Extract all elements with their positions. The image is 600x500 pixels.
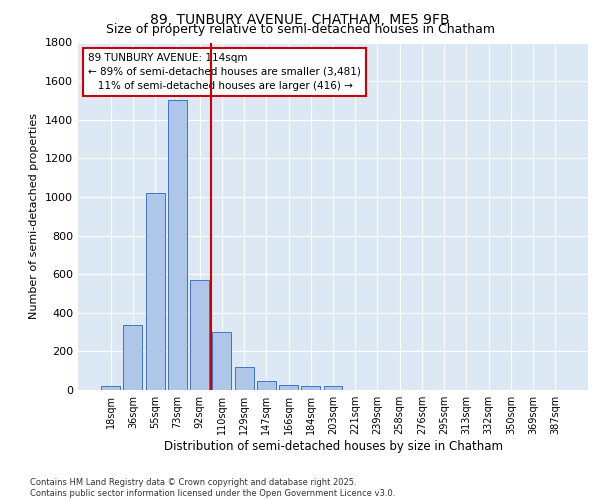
Bar [168,100,187,390]
Bar [235,367,254,390]
Bar [124,326,142,390]
Bar [101,386,120,390]
Text: 89, TUNBURY AVENUE, CHATHAM, ME5 9FB: 89, TUNBURY AVENUE, CHATHAM, ME5 9FB [150,12,450,26]
Bar [301,386,320,390]
Text: Size of property relative to semi-detached houses in Chatham: Size of property relative to semi-detach… [106,22,494,36]
Text: Contains HM Land Registry data © Crown copyright and database right 2025.
Contai: Contains HM Land Registry data © Crown c… [30,478,395,498]
Y-axis label: Number of semi-detached properties: Number of semi-detached properties [29,114,40,320]
Text: 89 TUNBURY AVENUE: 114sqm
← 89% of semi-detached houses are smaller (3,481)
   1: 89 TUNBURY AVENUE: 114sqm ← 89% of semi-… [88,53,361,91]
Bar [146,193,164,390]
Bar [190,280,209,390]
X-axis label: Distribution of semi-detached houses by size in Chatham: Distribution of semi-detached houses by … [163,440,503,453]
Bar [257,382,276,390]
Bar [212,332,231,390]
Bar [279,385,298,390]
Bar [323,386,343,390]
